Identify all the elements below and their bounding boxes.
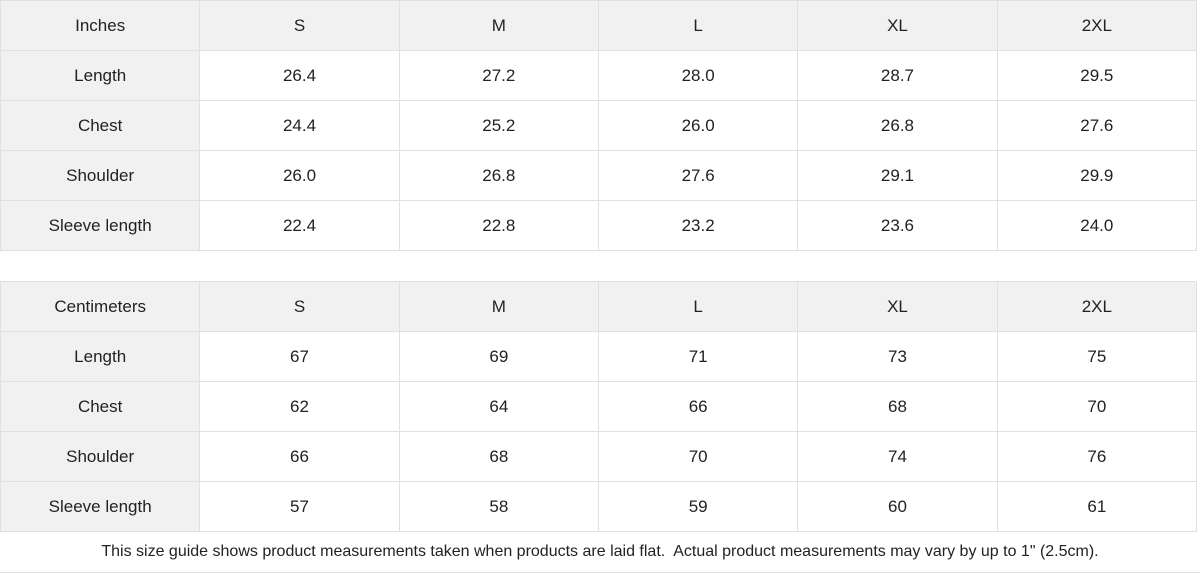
size-header-m: M: [398, 0, 599, 51]
table-row-chest: Chest 24.4 25.2 26.0 26.8 27.6: [0, 100, 1198, 151]
table-row-shoulder: Shoulder 66 68 70 74 76: [0, 431, 1198, 482]
row-label: Chest: [0, 381, 201, 432]
measurement-cell: 24.0: [996, 200, 1198, 251]
measurement-cell: 23.2: [597, 200, 799, 251]
size-header-xl: XL: [797, 0, 998, 51]
unit-header-centimeters: Centimeters: [0, 281, 201, 332]
measurement-cell: 70: [597, 431, 799, 482]
measurement-cell: 27.6: [597, 150, 799, 201]
table-row-sleeve-length: Sleeve length 57 58 59 60 61: [0, 481, 1198, 532]
measurement-cell: 26.4: [199, 50, 400, 101]
row-label: Sleeve length: [0, 481, 201, 532]
centimeters-size-table: Centimeters S M L XL 2XL Length 67 69 71…: [0, 281, 1198, 532]
measurement-cell: 68: [398, 431, 599, 482]
measurement-cell: 69: [398, 331, 599, 382]
measurement-cell: 29.1: [797, 150, 998, 201]
measurement-cell: 75: [996, 331, 1198, 382]
measurement-cell: 26.8: [398, 150, 599, 201]
measurement-cell: 26.0: [597, 100, 799, 151]
measurement-cell: 24.4: [199, 100, 400, 151]
size-header-m: M: [398, 281, 599, 332]
measurement-cell: 25.2: [398, 100, 599, 151]
size-header-xl: XL: [797, 281, 998, 332]
size-guide-note: This size guide shows product measuremen…: [0, 532, 1200, 573]
size-header-l: L: [597, 281, 799, 332]
measurement-cell: 26.0: [199, 150, 400, 201]
measurement-cell: 71: [597, 331, 799, 382]
table-row-shoulder: Shoulder 26.0 26.8 27.6 29.1 29.9: [0, 150, 1198, 201]
measurement-cell: 64: [398, 381, 599, 432]
measurement-cell: 68: [797, 381, 998, 432]
size-header-2xl: 2XL: [996, 0, 1198, 51]
measurement-cell: 57: [199, 481, 400, 532]
table-row-length: Length 67 69 71 73 75: [0, 331, 1198, 382]
measurement-cell: 58: [398, 481, 599, 532]
row-label: Shoulder: [0, 150, 201, 201]
measurement-cell: 66: [597, 381, 799, 432]
table-row-sleeve-length: Sleeve length 22.4 22.8 23.2 23.6 24.0: [0, 200, 1198, 251]
row-label: Chest: [0, 100, 201, 151]
measurement-cell: 74: [797, 431, 998, 482]
measurement-cell: 66: [199, 431, 400, 482]
measurement-cell: 28.0: [597, 50, 799, 101]
measurement-cell: 62: [199, 381, 400, 432]
measurement-cell: 23.6: [797, 200, 998, 251]
measurement-cell: 59: [597, 481, 799, 532]
measurement-cell: 76: [996, 431, 1198, 482]
inches-header-row: Inches S M L XL 2XL: [0, 0, 1198, 51]
table-row-length: Length 26.4 27.2 28.0 28.7 29.5: [0, 50, 1198, 101]
size-header-s: S: [199, 281, 400, 332]
unit-header-inches: Inches: [0, 0, 201, 51]
measurement-cell: 61: [996, 481, 1198, 532]
row-label: Sleeve length: [0, 200, 201, 251]
measurement-cell: 27.2: [398, 50, 599, 101]
measurement-cell: 28.7: [797, 50, 998, 101]
measurement-cell: 29.9: [996, 150, 1198, 201]
measurement-cell: 22.8: [398, 200, 599, 251]
measurement-cell: 27.6: [996, 100, 1198, 151]
size-header-2xl: 2XL: [996, 281, 1198, 332]
tables-gap: [0, 251, 1200, 281]
measurement-cell: 73: [797, 331, 998, 382]
measurement-cell: 67: [199, 331, 400, 382]
row-label: Shoulder: [0, 431, 201, 482]
measurement-cell: 60: [797, 481, 998, 532]
measurement-cell: 70: [996, 381, 1198, 432]
inches-size-table: Inches S M L XL 2XL Length 26.4 27.2 28.…: [0, 0, 1198, 251]
centimeters-header-row: Centimeters S M L XL 2XL: [0, 281, 1198, 332]
measurement-cell: 22.4: [199, 200, 400, 251]
measurement-cell: 29.5: [996, 50, 1198, 101]
measurement-cell: 26.8: [797, 100, 998, 151]
row-label: Length: [0, 50, 201, 101]
size-header-l: L: [597, 0, 799, 51]
table-row-chest: Chest 62 64 66 68 70: [0, 381, 1198, 432]
size-header-s: S: [199, 0, 400, 51]
row-label: Length: [0, 331, 201, 382]
